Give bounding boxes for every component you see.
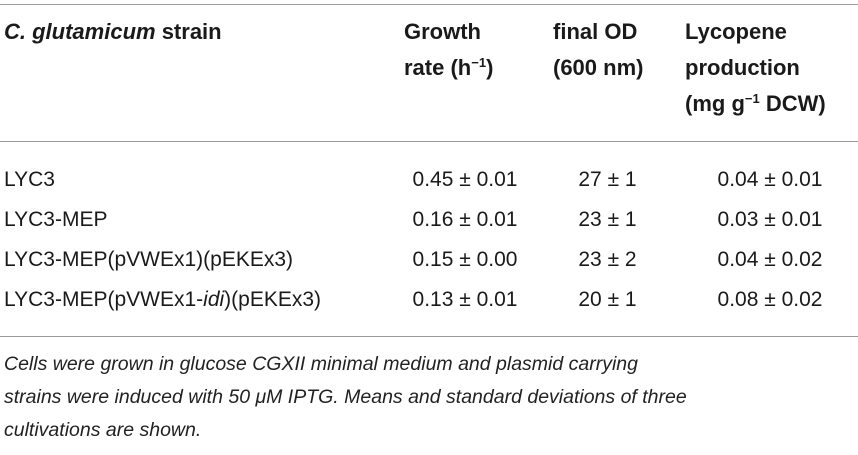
table-row: LYC3-MEP(pVWEx1-idi)(pEKEx3) 0.13 ± 0.01… (0, 280, 858, 320)
header-strain: C. glutamicum strain (4, 19, 222, 44)
cell-growth: 0.13 ± 0.01 (412, 288, 518, 311)
cell-strain: LYC3-MEP(pVWEx1-idi)(pEKEx3) (4, 288, 322, 311)
caption-line: Cells were grown in glucose CGXII minima… (4, 353, 638, 375)
cell-od: 20 ± 1 (578, 288, 637, 311)
cell-growth: 0.45 ± 0.01 (412, 168, 518, 191)
cell-strain: LYC3-MEP (4, 208, 108, 231)
cell-lycopene: 0.03 ± 0.01 (717, 208, 823, 231)
cell-strain: LYC3 (4, 168, 55, 191)
cell-od: 27 ± 1 (578, 168, 637, 191)
cell-od: 23 ± 1 (578, 208, 637, 231)
caption-line: strains were induced with 50 μM IPTG. Me… (4, 386, 687, 408)
table-caption: Cells were grown in glucose CGXII minima… (4, 348, 856, 447)
header-lycopene: Lycopene production (mg g−1 DCW) (685, 19, 826, 116)
cell-lycopene: 0.04 ± 0.02 (717, 248, 823, 271)
cell-growth: 0.16 ± 0.01 (412, 208, 518, 231)
table-row: LYC3 0.45 ± 0.01 27 ± 1 0.04 ± 0.01 (0, 160, 858, 200)
table-row: LYC3-MEP(pVWEx1)(pEKEx3) 0.15 ± 0.00 23 … (0, 240, 858, 280)
table-top-rule (0, 4, 858, 5)
cell-lycopene: 0.08 ± 0.02 (717, 288, 823, 311)
cell-strain: LYC3-MEP(pVWEx1)(pEKEx3) (4, 248, 294, 271)
header-growth-rate: Growth rate (h−1) (404, 19, 494, 80)
table-bottom-rule (0, 336, 858, 337)
caption-line: cultivations are shown. (4, 419, 202, 441)
header-rule (0, 141, 858, 142)
header-final-od: final OD (600 nm) (553, 19, 644, 80)
cell-growth: 0.15 ± 0.00 (412, 248, 518, 271)
cell-od: 23 ± 2 (578, 248, 637, 271)
cell-lycopene: 0.04 ± 0.01 (717, 168, 823, 191)
table-row: LYC3-MEP 0.16 ± 0.01 23 ± 1 0.03 ± 0.01 (0, 200, 858, 240)
